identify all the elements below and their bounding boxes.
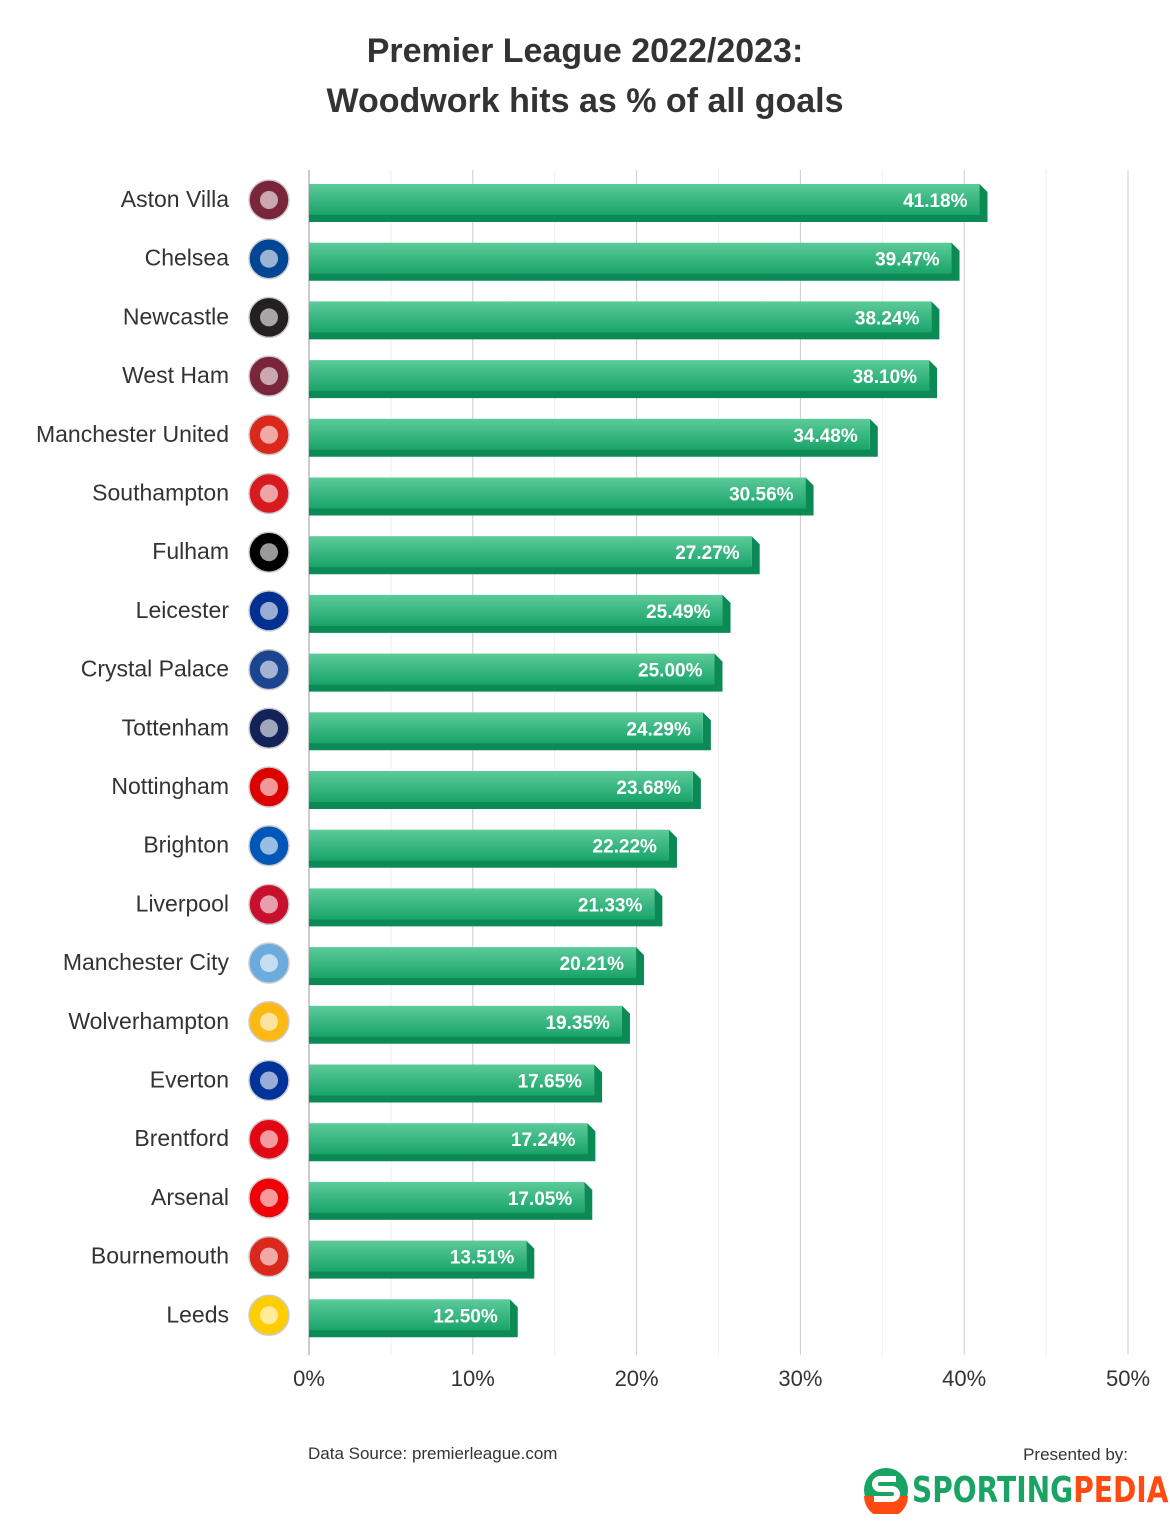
- data-label: 41.18%: [903, 191, 968, 212]
- x-tick-label: 40%: [942, 1366, 986, 1391]
- bar: [309, 653, 715, 685]
- team-crest-inner: [260, 778, 278, 796]
- category-label: Everton: [150, 1067, 229, 1093]
- team-crest-inner: [260, 543, 278, 562]
- x-tick-label: 20%: [615, 1366, 659, 1391]
- data-label: 34.48%: [793, 426, 858, 447]
- bar: [309, 360, 930, 392]
- bar: [309, 477, 806, 509]
- team-crest-inner: [260, 719, 278, 738]
- data-label: 23.68%: [616, 778, 681, 799]
- category-label: Southampton: [92, 480, 229, 506]
- data-label: 12.50%: [433, 1306, 498, 1327]
- team-crest-inner: [260, 601, 278, 620]
- data-label: 27.27%: [675, 543, 740, 564]
- category-label: Manchester United: [36, 421, 229, 447]
- bar: [309, 1240, 527, 1272]
- category-label: Leeds: [166, 1301, 229, 1327]
- data-source: Data Source: premierleague.com: [308, 1444, 558, 1463]
- data-label: 38.10%: [853, 367, 918, 388]
- bar: [309, 1005, 622, 1037]
- category-label: West Ham: [122, 362, 229, 388]
- x-tick-label: 10%: [451, 1366, 495, 1391]
- chart-title: Premier League 2022/2023: Woodwork hits a…: [0, 26, 1170, 126]
- data-label: 21.33%: [578, 895, 643, 916]
- team-crest-inner: [260, 836, 278, 855]
- sportingpedia-s-icon: [864, 1468, 908, 1514]
- data-label: 38.24%: [855, 308, 920, 329]
- x-tick-label: 50%: [1106, 1366, 1150, 1391]
- category-label: Liverpool: [136, 890, 229, 916]
- title-line-2: Woodwork hits as % of all goals: [326, 82, 844, 120]
- data-label: 13.51%: [450, 1248, 515, 1269]
- bar: [309, 829, 669, 861]
- category-label: Crystal Palace: [81, 656, 229, 682]
- bar: [309, 301, 932, 333]
- category-label: Brentford: [134, 1125, 229, 1151]
- team-crest-inner: [260, 1071, 278, 1090]
- team-crest-inner: [260, 1188, 278, 1207]
- category-label: Wolverhampton: [68, 1008, 229, 1034]
- data-label: 25.49%: [646, 602, 711, 623]
- data-label: 39.47%: [875, 250, 940, 271]
- team-crest-inner: [260, 249, 278, 268]
- brand-pedia: PEDIA: [1073, 1469, 1169, 1511]
- team-crest-inner: [260, 1012, 278, 1031]
- data-label: 17.05%: [508, 1189, 573, 1210]
- bar: [309, 536, 752, 568]
- team-crest-inner: [260, 191, 278, 209]
- category-label: Nottingham: [111, 773, 229, 799]
- category-label: Aston Villa: [121, 186, 229, 212]
- data-label: 17.65%: [518, 1072, 583, 1093]
- bar: [309, 771, 693, 802]
- bar: [309, 947, 637, 979]
- team-crest-inner: [260, 1130, 278, 1149]
- team-crest-inner: [260, 954, 278, 973]
- data-label: 19.35%: [545, 1013, 610, 1034]
- data-label: 20.21%: [560, 954, 625, 975]
- team-crest-inner: [260, 1306, 278, 1325]
- sportingpedia-logo[interactable]: SPORTINGPEDIA: [860, 1466, 1170, 1514]
- data-label: 24.29%: [626, 719, 691, 740]
- team-crest-inner: [260, 425, 278, 444]
- data-label: 30.56%: [729, 485, 794, 506]
- team-crest-inner: [260, 367, 278, 386]
- team-crest-inner: [260, 1247, 278, 1266]
- team-crest-inner: [260, 660, 278, 679]
- bar: [309, 594, 723, 626]
- x-tick-label: 30%: [778, 1366, 822, 1391]
- category-label: Leicester: [136, 597, 230, 623]
- team-crest-inner: [260, 308, 278, 327]
- category-label: Tottenham: [122, 714, 229, 740]
- presented-by: Presented by:: [1023, 1445, 1128, 1464]
- data-label: 17.24%: [511, 1130, 576, 1151]
- data-label: 22.22%: [593, 837, 658, 858]
- bar: [309, 712, 703, 744]
- bar: [309, 1123, 588, 1155]
- x-tick-label: 0%: [293, 1366, 325, 1391]
- category-label: Brighton: [143, 832, 229, 858]
- category-label: Bournemouth: [91, 1243, 229, 1269]
- category-label: Arsenal: [151, 1184, 229, 1210]
- data-label: 25.00%: [638, 661, 703, 682]
- bar: [309, 1181, 585, 1213]
- title-line-1: Premier League 2022/2023:: [366, 32, 804, 70]
- team-crest-inner: [260, 895, 278, 914]
- category-label: Chelsea: [145, 245, 230, 271]
- team-crest-inner: [260, 484, 278, 503]
- category-label: Newcastle: [123, 303, 229, 329]
- brand-sporting: SPORTING: [912, 1469, 1074, 1511]
- bar: [309, 888, 655, 920]
- category-label: Fulham: [152, 538, 229, 564]
- bar: [309, 1299, 510, 1331]
- bar: [309, 184, 980, 215]
- category-label: Manchester City: [63, 949, 230, 975]
- bar: [309, 1064, 595, 1096]
- bar: [309, 418, 870, 450]
- bar: [309, 242, 952, 274]
